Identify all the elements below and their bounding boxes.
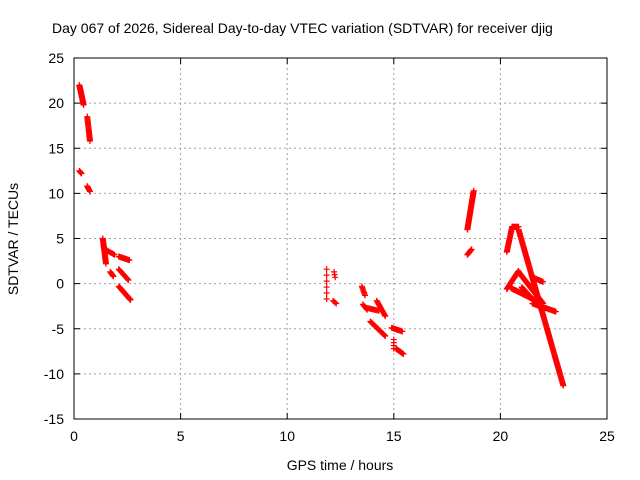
data-point — [86, 138, 93, 145]
y-tick-label: -5 — [52, 321, 65, 337]
y-tick-label: -10 — [44, 366, 64, 382]
data-point — [111, 251, 118, 258]
x-tick-label: 10 — [279, 428, 295, 444]
tick-marks — [73, 57, 608, 420]
x-tick-label: 0 — [70, 428, 78, 444]
data-points — [76, 82, 567, 389]
y-tick-label: 5 — [56, 231, 64, 247]
gridlines — [74, 58, 607, 419]
data-point — [332, 274, 339, 281]
data-point — [110, 273, 117, 280]
data-point — [381, 332, 388, 339]
data-point — [332, 299, 339, 306]
data-point — [362, 292, 369, 299]
y-tick-labels: -15 -10 -5 0 5 10 15 20 25 — [44, 50, 64, 427]
data-point — [381, 331, 388, 338]
data-point — [125, 277, 132, 284]
y-tick-label: -15 — [44, 411, 64, 427]
x-tick-label: 20 — [493, 428, 509, 444]
data-point — [323, 266, 330, 273]
data-point — [86, 188, 93, 195]
y-tick-label: 10 — [48, 185, 64, 201]
x-tick-label: 5 — [177, 428, 185, 444]
data-point — [78, 170, 85, 177]
data-point — [323, 272, 330, 279]
data-point — [382, 313, 389, 320]
data-point — [333, 300, 340, 307]
data-point — [400, 351, 407, 358]
data-point — [323, 295, 330, 302]
x-tick-labels: 0 5 10 15 20 25 — [70, 428, 615, 444]
data-point — [124, 276, 131, 283]
data-point — [323, 284, 330, 291]
y-tick-label: 20 — [48, 95, 64, 111]
data-point — [470, 187, 477, 194]
data-point — [468, 246, 475, 253]
data-point — [552, 308, 559, 315]
y-axis-label: SDTVAR / TECUs — [5, 183, 21, 295]
data-point — [80, 101, 87, 108]
x-tick-label: 25 — [599, 428, 615, 444]
chart-title: Day 067 of 2026, Sidereal Day-to-day VTE… — [52, 20, 553, 36]
data-point — [323, 290, 330, 297]
x-axis-label: GPS time / hours — [287, 457, 394, 473]
data-point — [126, 257, 133, 264]
x-tick-label: 15 — [386, 428, 402, 444]
data-point — [127, 296, 134, 303]
y-tick-label: 25 — [48, 50, 64, 66]
data-point — [399, 328, 406, 335]
y-tick-label: 0 — [56, 276, 64, 292]
data-point — [382, 332, 389, 339]
data-point — [110, 251, 117, 258]
data-point — [102, 260, 109, 267]
data-point — [381, 312, 388, 319]
data-point — [323, 278, 330, 285]
y-tick-label: 15 — [48, 140, 64, 156]
data-point — [540, 278, 547, 285]
data-point — [560, 382, 567, 389]
